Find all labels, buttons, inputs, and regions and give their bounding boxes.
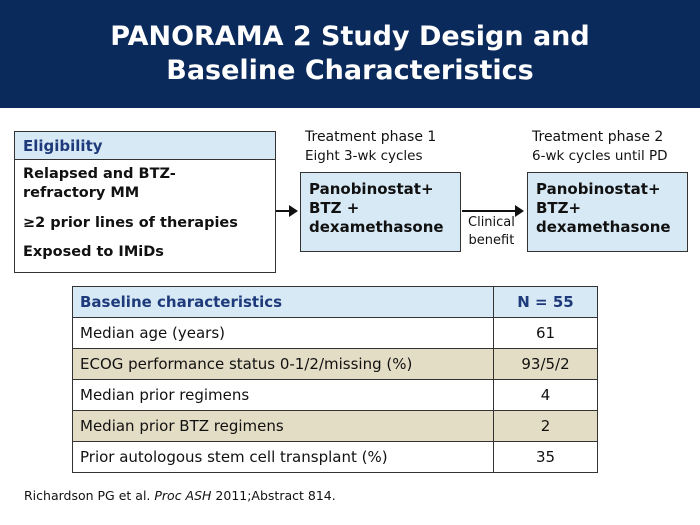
- eligibility-heading: Eligibility: [15, 132, 275, 160]
- phase-1-sublabel: Eight 3-wk cycles: [305, 148, 423, 164]
- phase-1-drug-line-1: Panobinostat+: [309, 180, 434, 198]
- table-cell-value: 2: [493, 410, 598, 442]
- reference-journal: Proc ASH: [154, 488, 212, 503]
- phase-2-drug-line-1: Panobinostat+: [536, 180, 661, 198]
- eligibility-box: Eligibility Relapsed and BTZ- refractory…: [14, 131, 276, 273]
- eligibility-item-3: Exposed to IMiDs: [23, 244, 164, 260]
- slide-title-line-2: Baseline Characteristics: [166, 55, 534, 86]
- phase-1-drug-line-2: BTZ +: [309, 199, 360, 217]
- phase-1-drug-line-3: dexamethasone: [309, 218, 444, 236]
- table-row: Median age (years) 61: [72, 317, 598, 349]
- table-header-n: N = 55: [493, 286, 598, 318]
- eligibility-item-1-line-1: Relapsed and BTZ-: [23, 166, 176, 182]
- table-cell-value: 93/5/2: [493, 348, 598, 380]
- table-row: Median prior BTZ regimens 2: [72, 410, 598, 442]
- arrow-to-phase-1: [276, 205, 298, 217]
- reference-authors: Richardson PG et al.: [24, 488, 155, 503]
- eligibility-item-1: Relapsed and BTZ- refractory MM: [15, 165, 184, 203]
- phase-1-label: Treatment phase 1: [305, 129, 437, 145]
- clinical-benefit-line-2: benefit: [468, 233, 515, 248]
- table-row: Median prior regimens 4: [72, 379, 598, 411]
- phase-2-treatment-box: Panobinostat+ BTZ+ dexamethasone: [527, 172, 688, 252]
- clinical-benefit-line-1: Clinical: [468, 215, 515, 230]
- phase-2-sublabel: 6-wk cycles until PD: [532, 148, 668, 164]
- eligibility-item-1-line-2: refractory MM: [23, 185, 140, 201]
- table-cell-label: Median prior BTZ regimens: [72, 410, 494, 442]
- eligibility-item-2: ≥2 prior lines of therapies: [23, 215, 238, 231]
- phase-2-drug-line-2: BTZ+: [536, 199, 582, 217]
- table-cell-label: ECOG performance status 0-1/2/missing (%…: [72, 348, 494, 380]
- clinical-benefit-label: Clinical benefit: [468, 214, 515, 250]
- table-cell-label: Median age (years): [72, 317, 494, 349]
- phase-1-treatment-box: Panobinostat+ BTZ + dexamethasone: [300, 172, 461, 252]
- phase-2-label: Treatment phase 2: [532, 129, 664, 145]
- table-cell-value: 4: [493, 379, 598, 411]
- table-cell-value: 35: [493, 441, 598, 473]
- table-cell-label: Median prior regimens: [72, 379, 494, 411]
- table-cell-value: 61: [493, 317, 598, 349]
- table-row: ECOG performance status 0-1/2/missing (%…: [72, 348, 598, 380]
- title-bar: PANORAMA 2 Study Design and Baseline Cha…: [0, 0, 700, 108]
- table-row: Prior autologous stem cell transplant (%…: [72, 441, 598, 473]
- table-cell-label: Prior autologous stem cell transplant (%…: [72, 441, 494, 473]
- reference-details: 2011;Abstract 814.: [211, 488, 336, 503]
- reference-citation: Richardson PG et al. Proc ASH 2011;Abstr…: [24, 488, 336, 503]
- arrow-to-phase-2: [462, 205, 524, 217]
- baseline-characteristics-table: Baseline characteristics N = 55 Median a…: [72, 286, 598, 473]
- phase-2-drug-line-3: dexamethasone: [536, 218, 671, 236]
- table-header-row: Baseline characteristics N = 55: [72, 286, 598, 318]
- slide-title-line-1: PANORAMA 2 Study Design and: [110, 21, 590, 52]
- table-header-characteristics: Baseline characteristics: [72, 286, 494, 318]
